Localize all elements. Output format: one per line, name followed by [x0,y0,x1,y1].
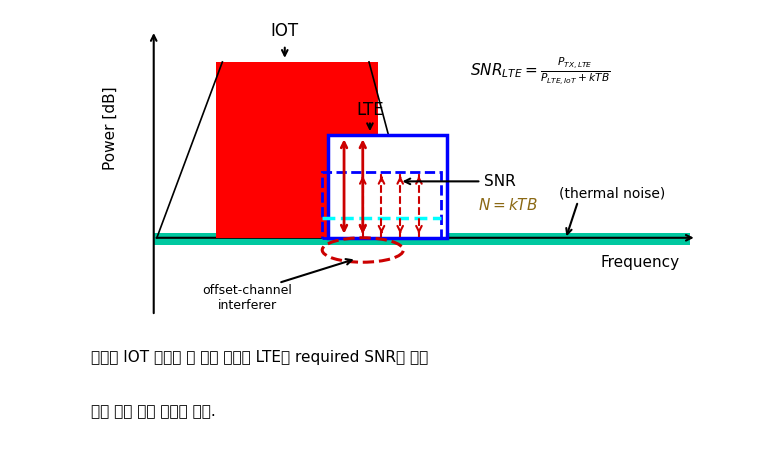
Text: (thermal noise): (thermal noise) [559,187,666,201]
Text: LTE: LTE [356,101,384,119]
Bar [322,172,441,238]
Text: 하면 간섭 문제 없다고 판정.: 하면 간섭 문제 없다고 판정. [91,404,216,419]
Text: Frequency: Frequency [601,255,680,270]
Text: SNR: SNR [485,174,516,189]
Bar [329,135,447,238]
Bar [154,233,690,245]
Text: $SNR_{LTE} = \frac{P_{TX,LTE}}{P_{LTE,IoT} + kTB}$: $SNR_{LTE} = \frac{P_{TX,LTE}}{P_{LTE,Io… [470,56,611,88]
Text: 침투한 IOT 신호와 열 잡음 전력이 LTE의 required SNR를 만족: 침투한 IOT 신호와 열 잡음 전력이 LTE의 required SNR를 … [91,350,428,365]
Text: IOT: IOT [271,22,299,40]
Text: offset-channel
interferer: offset-channel interferer [202,284,292,312]
Bar [216,62,378,238]
Text: Power [dB]: Power [dB] [103,86,117,170]
Text: $N = kTB$: $N = kTB$ [478,198,538,213]
